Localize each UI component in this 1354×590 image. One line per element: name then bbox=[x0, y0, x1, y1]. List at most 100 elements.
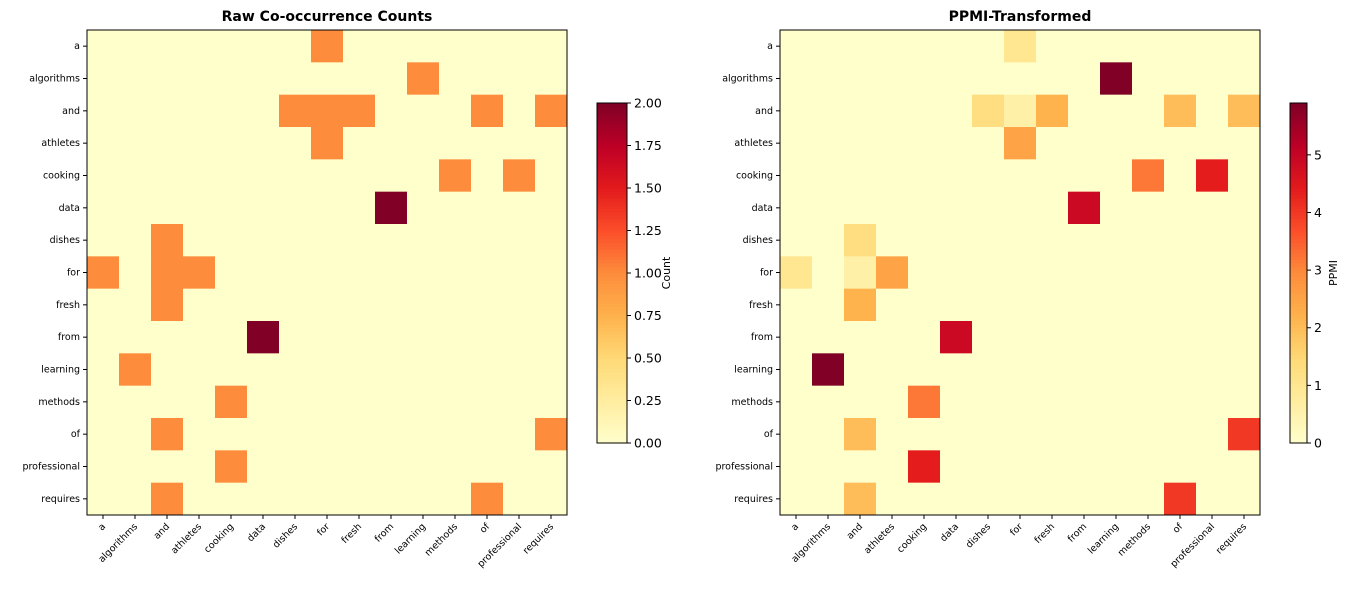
heatmap-cell-of-learning bbox=[407, 418, 440, 451]
heatmap-cell-fresh-of bbox=[1164, 288, 1197, 322]
heatmap-cell-methods-data bbox=[940, 385, 973, 419]
colorbar-segment bbox=[597, 398, 627, 403]
heatmap-cell-fresh-cooking bbox=[215, 288, 248, 322]
heatmap-cell-of-athletes bbox=[876, 418, 909, 451]
colorbar-segment bbox=[597, 239, 627, 243]
y-tick-label: cooking bbox=[43, 171, 80, 182]
heatmap-cell-methods-for bbox=[311, 385, 344, 419]
y-tick-label: learning bbox=[734, 365, 773, 376]
colorbar: 0.00 0.25 0.50 0.75 1.00 1.25 1.50 1.75 2.00 Coun… bbox=[596, 96, 673, 451]
y-tick-label: professional bbox=[715, 462, 773, 473]
y-tick-label: fresh bbox=[749, 300, 773, 311]
heatmap-cell-for-data bbox=[247, 256, 280, 290]
heatmap-cell-professional-of bbox=[1164, 450, 1197, 484]
heatmap-cell-dishes-fresh bbox=[343, 224, 376, 257]
colorbar-segment bbox=[597, 205, 627, 209]
heatmap-cell-a-a bbox=[780, 30, 813, 63]
heatmap-cell-requires-learning bbox=[407, 482, 440, 516]
heatmap-cell-a-from bbox=[1068, 30, 1101, 63]
heatmap-cell-cooking-learning bbox=[1100, 159, 1133, 193]
heatmap-cell-requires-dishes bbox=[972, 482, 1005, 516]
heatmap-cell-dishes-fresh bbox=[1036, 224, 1069, 257]
x-tick-label: requires bbox=[521, 521, 556, 556]
heatmap-cell-data-of bbox=[471, 191, 504, 225]
heatmap-cell-data-methods bbox=[1132, 191, 1165, 225]
colorbar-segment bbox=[1290, 334, 1307, 339]
heatmap-cell-dishes-professional bbox=[1196, 224, 1229, 257]
colorbar-segment bbox=[597, 375, 627, 379]
heatmap-cell-of-dishes bbox=[972, 418, 1005, 451]
heatmap-cell-of-for bbox=[1004, 418, 1037, 451]
heatmap-cell-and-a bbox=[87, 94, 120, 128]
heatmap-cell-data-and bbox=[844, 191, 877, 225]
heatmap-cell-from-athletes bbox=[183, 321, 216, 354]
heatmap-cell-a-dishes bbox=[279, 30, 312, 63]
colorbar-segment bbox=[597, 286, 627, 291]
colorbar-segment bbox=[597, 262, 627, 267]
heatmap-cell-algorithms-from bbox=[375, 62, 408, 96]
heatmap-cell-dishes-of bbox=[1164, 224, 1197, 257]
heatmap-cell-methods-fresh bbox=[1036, 385, 1069, 419]
heatmap-cell-of-algorithms bbox=[812, 418, 845, 451]
colorbar-tick-label: 1.00 bbox=[634, 266, 662, 281]
heatmap-cell-and-cooking bbox=[215, 94, 248, 128]
heatmap-cell-and-a bbox=[780, 94, 813, 128]
heatmap-cell-dishes-methods bbox=[439, 224, 472, 257]
heatmap-cell-algorithms-of bbox=[471, 62, 504, 96]
colorbar-tick-label: 1.75 bbox=[634, 138, 662, 153]
heatmap-cell-methods-cooking bbox=[215, 385, 248, 419]
heatmap-cell-cooking-from bbox=[375, 159, 408, 193]
heatmap-cell-for-a bbox=[87, 256, 120, 290]
y-tick-label: for bbox=[760, 268, 773, 279]
heatmap-cell-methods-and bbox=[844, 385, 877, 419]
heatmap-cell-from-cooking bbox=[215, 321, 248, 354]
heatmap-cell-dishes-for bbox=[311, 224, 344, 257]
heatmap-cell-requires-of bbox=[471, 482, 504, 516]
heatmap-cell-a-athletes bbox=[183, 30, 216, 63]
heatmap-cell-dishes-a bbox=[780, 224, 813, 257]
heatmap-cell-of-a bbox=[780, 418, 813, 451]
heatmap-cell-of-requires bbox=[1228, 418, 1261, 451]
colorbar-segment bbox=[1290, 218, 1307, 223]
heatmap-cell-of-dishes bbox=[279, 418, 312, 451]
x-tick-label: dishes bbox=[964, 521, 993, 550]
colorbar-segment bbox=[597, 337, 627, 342]
heatmap-cell-data-data bbox=[247, 191, 280, 225]
colorbar-segment bbox=[1290, 242, 1307, 247]
heatmap-cell-from-dishes bbox=[972, 321, 1005, 354]
colorbar-segment bbox=[597, 130, 627, 135]
heatmap-cell-cooking-fresh bbox=[343, 159, 376, 193]
heatmap-cell-methods-from bbox=[1068, 385, 1101, 419]
colorbar-tick-label: 2 bbox=[1314, 320, 1322, 335]
heatmap-cell-cooking-dishes bbox=[972, 159, 1005, 193]
heatmap-cell-dishes-learning bbox=[407, 224, 440, 257]
heatmap-cell-requires-algorithms bbox=[812, 482, 845, 516]
heatmap-cell-learning-professional bbox=[503, 353, 536, 387]
heatmap-cell-cooking-algorithms bbox=[119, 159, 152, 193]
heatmap-cell-and-from bbox=[375, 94, 408, 128]
colorbar-segment bbox=[597, 405, 627, 410]
colorbar-segment bbox=[1290, 171, 1307, 175]
colorbar-segment bbox=[1290, 415, 1307, 420]
heatmap-cell-professional-professional bbox=[1196, 450, 1229, 484]
heatmap-cell-fresh-methods bbox=[439, 288, 472, 322]
colorbar-segment bbox=[1290, 313, 1307, 318]
heatmap-cell-algorithms-professional bbox=[1196, 62, 1229, 96]
colorbar-segment bbox=[597, 164, 627, 169]
colorbar-segment bbox=[1290, 293, 1307, 298]
heatmap-cell-fresh-requires bbox=[535, 288, 568, 322]
heatmap-cell-methods-dishes bbox=[279, 385, 312, 419]
heatmap-cell-professional-a bbox=[780, 450, 813, 484]
heatmap-cell-algorithms-and bbox=[844, 62, 877, 96]
heatmap-cell-methods-learning bbox=[1100, 385, 1133, 419]
colorbar-segment bbox=[1290, 201, 1307, 206]
colorbar-segment bbox=[1290, 290, 1307, 294]
colorbar-segment bbox=[597, 222, 627, 226]
colorbar-segment bbox=[597, 354, 627, 359]
colorbar-segment bbox=[1290, 283, 1307, 288]
colorbar-segment bbox=[1290, 177, 1307, 182]
heatmap-cell-athletes-a bbox=[780, 127, 813, 160]
colorbar-segment bbox=[1290, 130, 1307, 135]
x-tick-label: from bbox=[373, 521, 396, 544]
heatmap-cell-professional-athletes bbox=[876, 450, 909, 484]
